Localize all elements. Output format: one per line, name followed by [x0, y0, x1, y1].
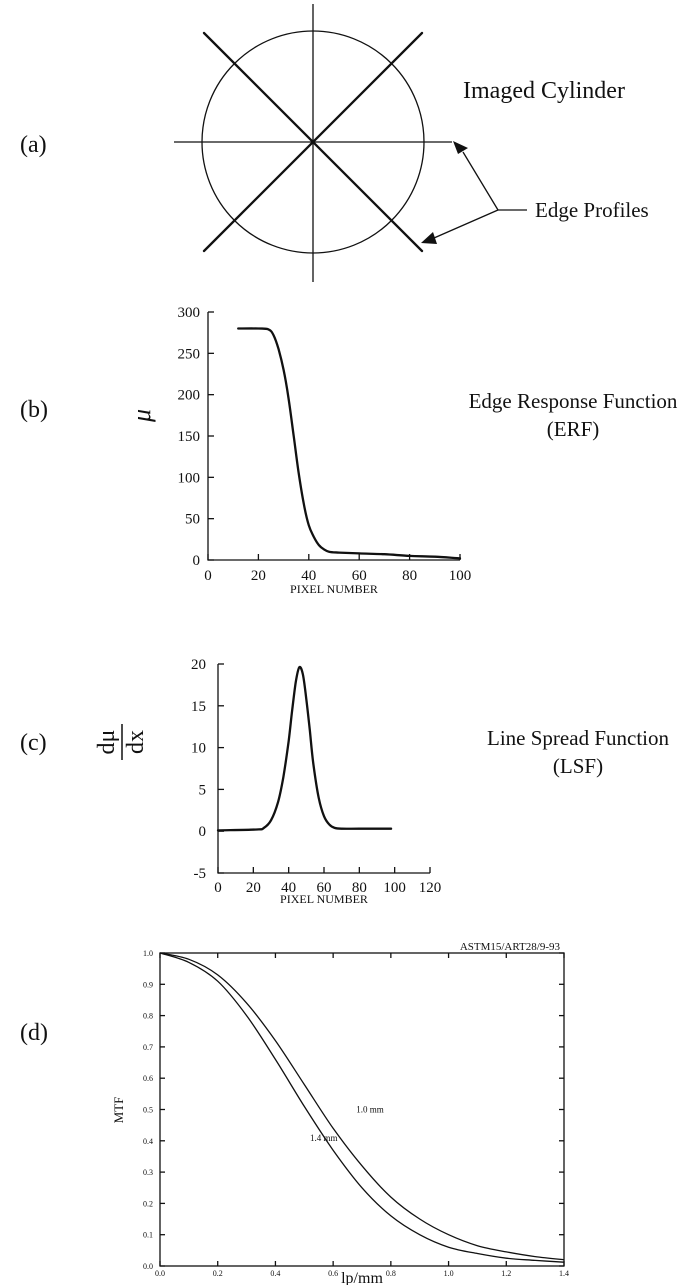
erf-axes	[207, 312, 460, 561]
mtf-series-label: 1.0 mm	[356, 1105, 384, 1115]
lsf-x-ticks: 0 20 40 60 80 100 120	[214, 867, 441, 896]
mtf-ytick-label: 0.5	[143, 1106, 153, 1115]
lsf-xtick-label: 20	[246, 880, 261, 896]
erf-xlabel: PIXEL NUMBER	[290, 582, 378, 596]
erf-xtick-label: 60	[352, 568, 367, 584]
lsf-ytick-label: 5	[199, 782, 207, 798]
lsf-ytick-label: 0	[199, 824, 207, 840]
mtf-xtick-label: 0.8	[386, 1269, 396, 1278]
panel-c: (c) dμ dx -5 0 5 10 15 20 0 20 40 60 80 100 120 PIX…	[20, 657, 669, 906]
arrow-lower-head-icon	[421, 232, 437, 244]
mtf-xtick-label: 0.4	[270, 1269, 280, 1278]
lsf-xtick-label: 80	[352, 880, 367, 896]
lsf-ytick-label: -5	[194, 866, 207, 882]
mtf-xlabel: lp/mm	[341, 1270, 383, 1285]
lsf-xtick-label: 100	[383, 880, 406, 896]
mtf-xtick-label: 0.6	[328, 1269, 338, 1278]
mtf-ylabel: MTF	[111, 1097, 126, 1124]
mtf-series-label: 1.4 mm	[310, 1133, 338, 1143]
imaged-cylinder-title: Imaged Cylinder	[463, 78, 625, 104]
erf-curve	[237, 327, 462, 560]
mtf-curves	[159, 952, 565, 1263]
panel-d: (d) 0.0 0.1 0.2 0.3 0.4 0.5 0.6 0.7 0.8 0.9 1.0 0.…	[20, 941, 569, 1285]
erf-xtick-label: 20	[251, 568, 266, 584]
panel-d-label: (d)	[20, 1020, 48, 1046]
erf-ylabel: μ	[127, 409, 156, 423]
mtf-ytick-label: 0.1	[143, 1231, 153, 1240]
lsf-caption-line2: (LSF)	[553, 754, 603, 778]
mtf-curve-2	[159, 952, 565, 1263]
erf-ytick-label: 100	[178, 470, 201, 486]
lsf-y-ticks: -5 0 5 10 15 20	[191, 657, 224, 882]
mtf-ytick-label: 0.3	[143, 1168, 153, 1177]
mtf-ytick-label: 0.7	[143, 1043, 153, 1052]
lsf-ytick-label: 20	[191, 657, 206, 673]
erf-xtick-label: 100	[449, 568, 472, 584]
panel-c-label: (c)	[20, 730, 47, 756]
lsf-xtick-label: 60	[317, 880, 332, 896]
mtf-ytick-label: 0.2	[143, 1199, 153, 1208]
lsf-ylabel-denominator: dx	[123, 730, 149, 754]
lsf-ylabel: dμ dx	[94, 724, 149, 760]
mtf-series-labels: 1.0 mm 1.4 mm	[310, 1105, 384, 1143]
erf-xtick-label: 40	[301, 568, 316, 584]
lsf-xlabel: PIXEL NUMBER	[280, 892, 368, 906]
erf-caption-line1: Edge Response Function	[469, 389, 678, 413]
erf-xtick-label: 80	[402, 568, 417, 584]
mtf-x-ticks: 0.0 0.2 0.4 0.6 0.8 1.0 1.2 1.4	[155, 953, 569, 1278]
arrow-lower-shaft	[433, 209, 499, 239]
lsf-curve	[216, 665, 393, 832]
erf-ytick-label: 0	[193, 553, 201, 569]
lsf-xtick-label: 120	[419, 880, 442, 896]
arrow-upper-shaft	[462, 151, 499, 211]
panel-a: (a) Imaged Cylinder Edge Profiles	[20, 4, 649, 282]
panel-b-label: (b)	[20, 397, 48, 423]
mtf-xtick-label: 0.2	[213, 1269, 223, 1278]
mtf-xtick-label: 1.2	[501, 1269, 511, 1278]
mtf-ytick-label: 1.0	[143, 949, 153, 958]
mtf-ytick-label: 0.0	[143, 1262, 153, 1271]
mtf-ytick-label: 0.6	[143, 1074, 153, 1083]
lsf-xtick-label: 40	[281, 880, 296, 896]
mtf-xtick-label: 1.4	[559, 1269, 569, 1278]
erf-ytick-label: 250	[178, 346, 201, 362]
diagonal-profile-line-2	[202, 31, 424, 253]
edge-profiles-label: Edge Profiles	[535, 198, 649, 222]
panel-a-label: (a)	[20, 132, 47, 158]
erf-ytick-label: 50	[185, 512, 200, 528]
erf-ytick-label: 200	[178, 388, 201, 404]
erf-caption-line2: (ERF)	[547, 417, 600, 441]
mtf-ytick-label: 0.4	[143, 1137, 153, 1146]
lsf-axes	[217, 664, 430, 874]
mtf-curve-1	[159, 952, 565, 1261]
mtf-xtick-label: 0.0	[155, 1269, 165, 1278]
erf-ytick-label: 300	[178, 305, 201, 321]
erf-y-ticks: 0 50 100 150 200 250 300	[178, 305, 214, 569]
arrow-upper-head-icon	[453, 141, 468, 154]
lsf-xtick-label: 0	[214, 880, 222, 896]
erf-x-ticks: 0 20 40 60 80 100	[204, 554, 471, 584]
lsf-ytick-label: 15	[191, 699, 206, 715]
mtf-ytick-label: 0.8	[143, 1012, 153, 1021]
mtf-ytick-label: 0.9	[143, 980, 153, 989]
mtf-y-ticks: 0.0 0.1 0.2 0.3 0.4 0.5 0.6 0.7 0.8 0.9 1.0	[143, 949, 564, 1271]
lsf-ytick-label: 10	[191, 741, 206, 757]
erf-xtick-label: 0	[204, 568, 212, 584]
lsf-ylabel-numerator: dμ	[94, 730, 120, 755]
mtf-xtick-label: 1.0	[444, 1269, 454, 1278]
panel-b: (b) μ 0 50 100 150 200 250 300 0 20 40 60 80 100 PI…	[20, 305, 678, 596]
mtf-corner-note: ASTM15/ART28/9-93	[460, 941, 561, 953]
erf-ytick-label: 150	[178, 429, 201, 445]
lsf-caption-line1: Line Spread Function	[487, 726, 669, 750]
